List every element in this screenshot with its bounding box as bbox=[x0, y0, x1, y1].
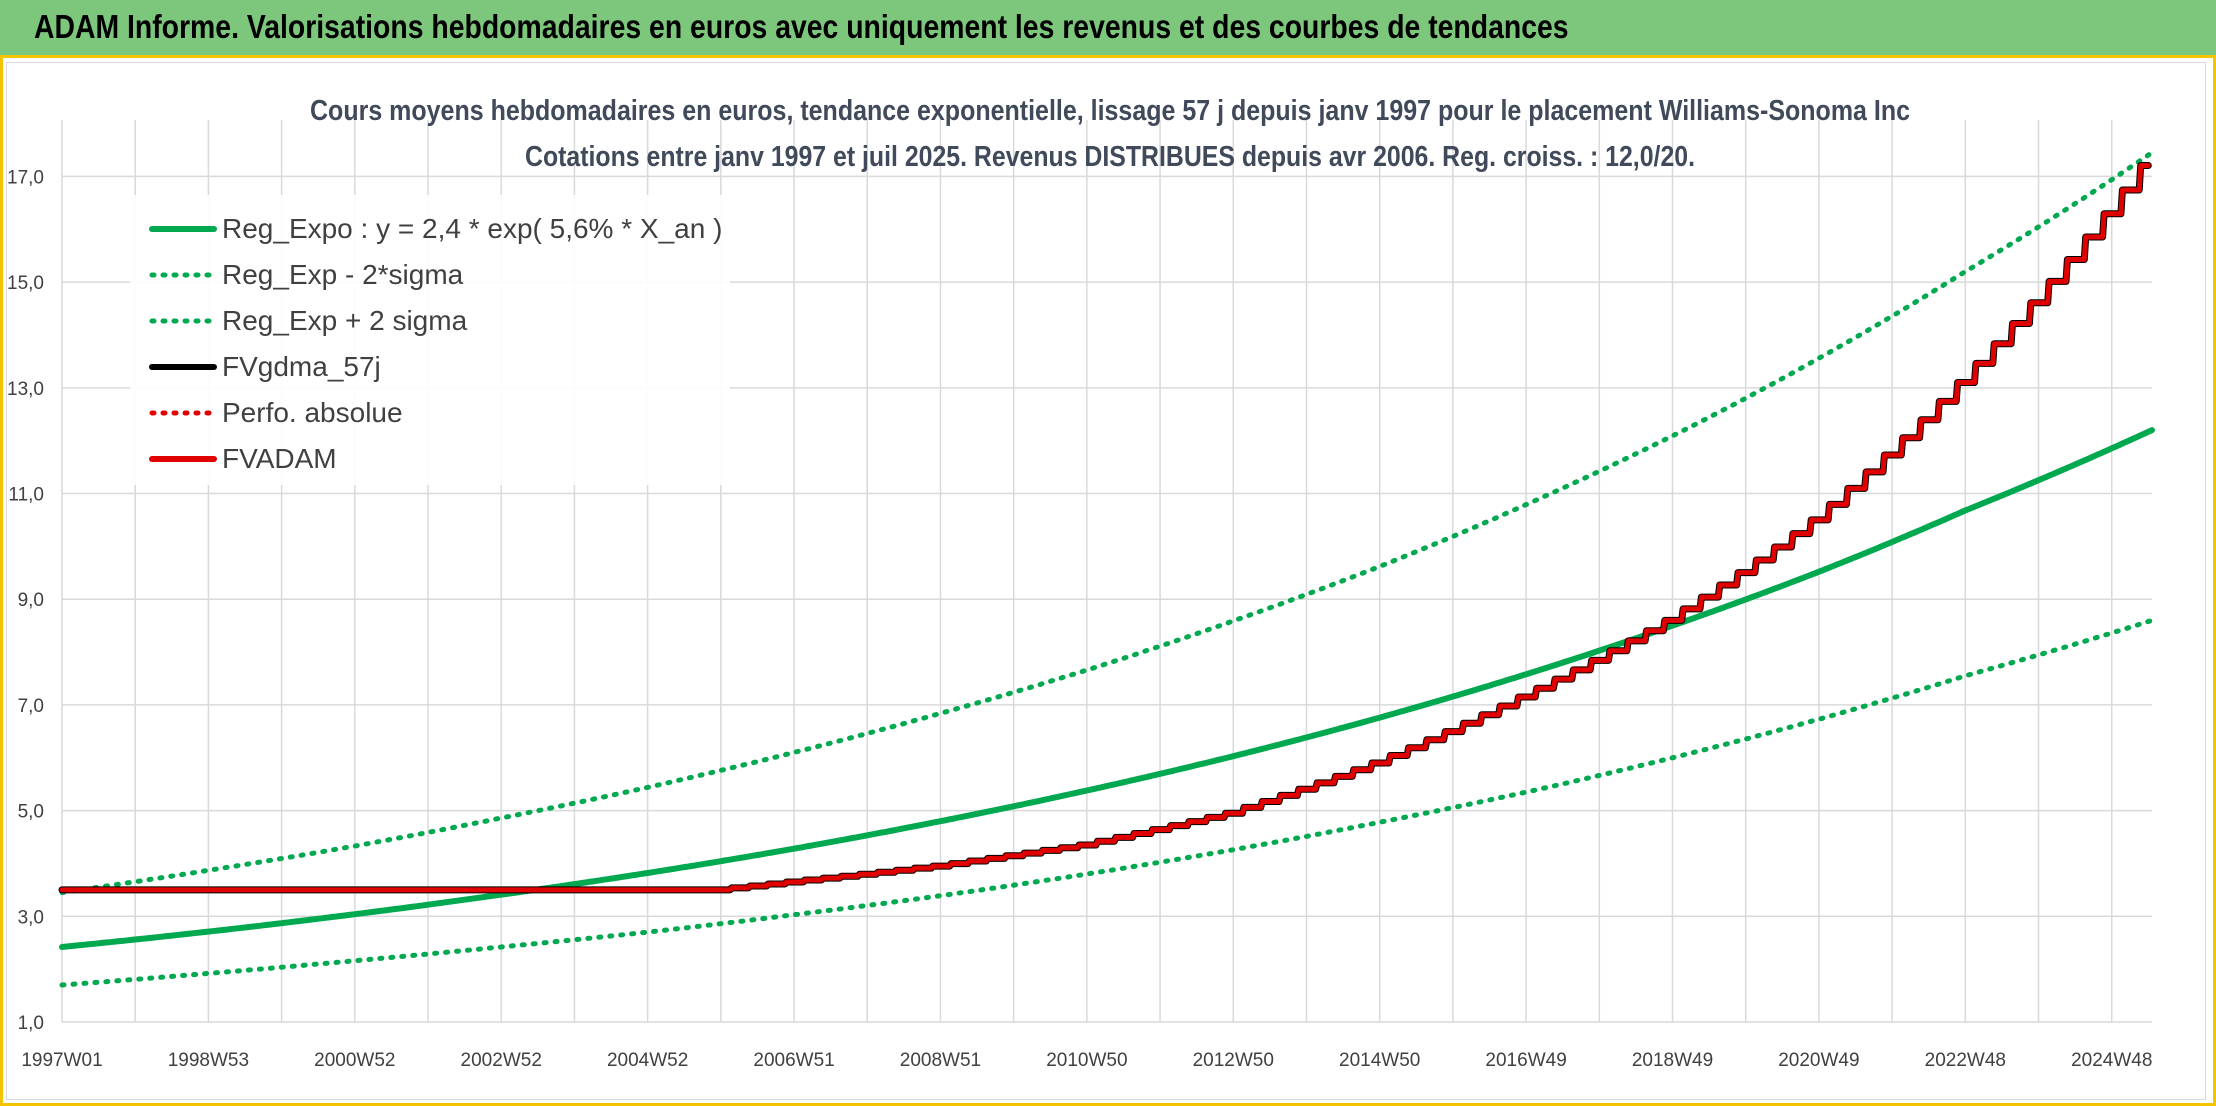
chart-area-border bbox=[6, 62, 2206, 1100]
x-tick-label: 2000W52 bbox=[314, 1050, 395, 1071]
y-tick-label: 9,0 bbox=[18, 590, 44, 611]
x-tick-label: 1997W01 bbox=[21, 1050, 102, 1071]
x-tick-label: 2004W52 bbox=[607, 1050, 688, 1071]
legend-label: Reg_Exp + 2 sigma bbox=[222, 305, 468, 336]
x-tick-label: 2008W51 bbox=[900, 1050, 981, 1071]
x-tick-label: 2016W49 bbox=[1485, 1050, 1566, 1071]
chart-frame bbox=[0, 58, 2216, 1106]
legend-label: Perfo. absolue bbox=[222, 397, 403, 428]
legend-label: Reg_Expo : y = 2,4 * exp( 5,6% * X_an ) bbox=[222, 213, 722, 244]
reg-expo-line bbox=[59, 427, 2155, 950]
y-tick-label: 1,0 bbox=[18, 1013, 44, 1034]
series-layer bbox=[58, 150, 2155, 988]
x-tick-label: 2006W51 bbox=[753, 1050, 834, 1071]
x-tick-label: 2010W50 bbox=[1046, 1050, 1127, 1071]
x-tick-label: 2020W49 bbox=[1778, 1050, 1859, 1071]
x-tick-label: 2014W50 bbox=[1339, 1050, 1420, 1071]
y-tick-label: 7,0 bbox=[18, 696, 44, 717]
report-banner: ADAM Informe. Valorisations hebdomadaire… bbox=[0, 0, 2216, 58]
legend-label: Reg_Exp - 2*sigma bbox=[222, 259, 464, 290]
axis-labels: 1,0 3,0 5,0 7,0 9,0 11,0 13,0 15,0 17,0 1997W01 19… bbox=[7, 167, 2152, 1071]
legend-label: FVADAM bbox=[222, 443, 337, 474]
x-tick-label: 1998W53 bbox=[168, 1050, 249, 1071]
fvadam-line bbox=[59, 163, 2151, 893]
y-tick-label: 13,0 bbox=[7, 379, 44, 400]
y-tick-label: 11,0 bbox=[8, 485, 44, 506]
x-tick-label: 2012W50 bbox=[1193, 1050, 1274, 1071]
x-tick-label: 2018W49 bbox=[1632, 1050, 1713, 1071]
reg-exp-minus-2sigma-line bbox=[59, 617, 2155, 988]
report-title: ADAM Informe. Valorisations hebdomadaire… bbox=[34, 8, 1569, 45]
legend-label: FVgdma_57j bbox=[222, 351, 381, 382]
y-tick-label: 15,0 bbox=[7, 273, 44, 294]
reg-exp-plus-2sigma-line bbox=[59, 150, 2155, 895]
legend-background bbox=[130, 195, 730, 485]
chart-subtitle: Cotations entre janv 1997 et juil 2025. … bbox=[525, 141, 1695, 173]
y-tick-label: 3,0 bbox=[18, 907, 44, 928]
y-tick-label: 5,0 bbox=[18, 802, 44, 823]
y-tick-label: 17,0 bbox=[7, 167, 44, 188]
chart-title: Cours moyens hebdomadaires en euros, ten… bbox=[310, 95, 1910, 127]
x-tick-label: 2002W52 bbox=[461, 1050, 542, 1071]
legend: Reg_Expo : y = 2,4 * exp( 5,6% * X_an ) R… bbox=[149, 213, 722, 474]
x-tick-label: 2024W48 bbox=[2071, 1050, 2152, 1071]
x-tick-label: 2022W48 bbox=[1925, 1050, 2006, 1071]
